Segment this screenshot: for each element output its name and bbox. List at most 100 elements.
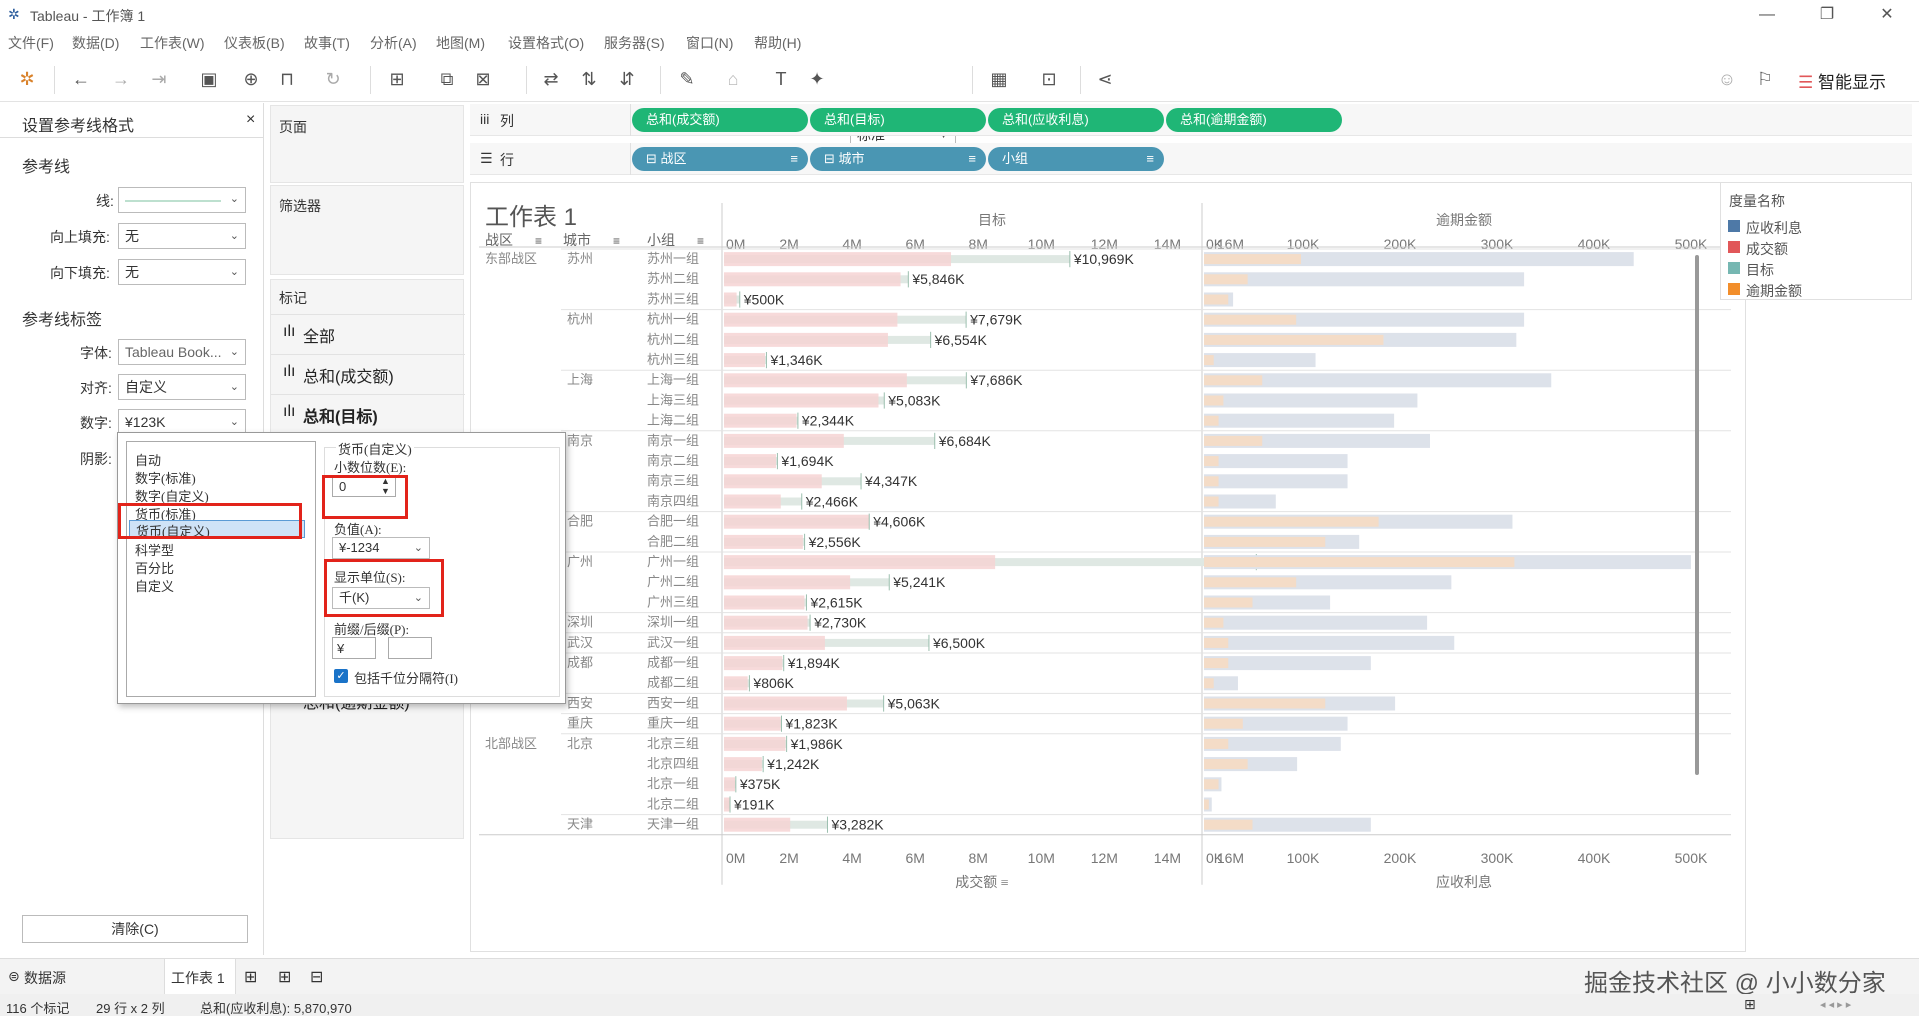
marks-item-deal[interactable]: ılı 总和(成交额)	[271, 354, 465, 394]
menu-format[interactable]: 设置格式(O)	[508, 35, 585, 51]
pill-sum-overdue[interactable]: 总和(逾期金额)	[1166, 108, 1342, 132]
format-option[interactable]: 自动	[135, 453, 162, 468]
filters-card[interactable]: 筛选器	[270, 185, 464, 275]
format-option[interactable]: 科学型	[135, 543, 175, 558]
legend-item-label[interactable]: 逾期金额	[1746, 283, 1802, 299]
city-label: 西安	[567, 695, 593, 710]
menu-file[interactable]: 文件(F)	[8, 35, 54, 51]
pause-update-icon[interactable]: ⊓	[279, 69, 295, 89]
tableau-home-icon[interactable]: ✲	[19, 69, 35, 89]
negative-select[interactable]: ¥-1234 ⌄	[332, 537, 430, 559]
units-select[interactable]: 千(K) ⌄	[332, 587, 430, 609]
restore-icon[interactable]: ❐	[1819, 6, 1835, 23]
legend-item-label[interactable]: 应收利息	[1746, 220, 1802, 236]
bot-icon[interactable]: ☺	[1717, 69, 1737, 89]
sheet-tab[interactable]: 工作表 1	[164, 959, 236, 995]
show-me-button[interactable]: ☰ 智能显示	[1798, 68, 1886, 93]
close-pane-icon[interactable]: ×	[246, 111, 256, 128]
pill-sum-deal[interactable]: 总和(成交额)	[632, 108, 808, 132]
deal-bar	[724, 393, 879, 408]
datasource-tab[interactable]: 数据源	[24, 970, 66, 986]
status-sum: 总和(应收利息): 5,870,970	[200, 1001, 352, 1016]
deal-bar	[724, 292, 737, 307]
duplicate-icon[interactable]: ⧉	[440, 69, 454, 89]
pill-sum-interest[interactable]: 总和(应收利息)	[988, 108, 1164, 132]
stepper-arrows-icon[interactable]: ▲ ▼	[381, 476, 390, 496]
reference-line-label: ¥6,500K	[932, 635, 986, 651]
legend-item-label[interactable]: 目标	[1746, 262, 1774, 278]
clear-sheet-icon[interactable]: ⊠	[475, 69, 491, 89]
deal-bar	[724, 373, 907, 388]
font-select[interactable]: Tableau Book... ⌄	[118, 339, 246, 365]
close-icon[interactable]: ✕	[1880, 6, 1894, 23]
format-option[interactable]: 自定义	[135, 579, 175, 594]
menu-server[interactable]: 服务器(S)	[604, 35, 665, 51]
sort-ascending-icon[interactable]: ⇅	[581, 69, 597, 89]
separator-checkbox[interactable]: ✓	[334, 669, 348, 683]
share-icon[interactable]: ⋖	[1097, 69, 1113, 89]
format-option[interactable]: 数字(自定义)	[135, 489, 209, 504]
prefix-input[interactable]: ¥	[332, 637, 376, 659]
format-option[interactable]: 数字(标准)	[135, 471, 196, 486]
pin-icon[interactable]: ✦	[809, 69, 825, 89]
city-label: 北京	[567, 736, 593, 751]
refresh-icon[interactable]: ↻	[325, 69, 341, 89]
menu-dashboard[interactable]: 仪表板(B)	[224, 35, 285, 51]
new-worksheet-tab-icon[interactable]: ⊞	[244, 969, 258, 986]
presentation-icon[interactable]: ⊡	[1041, 69, 1057, 89]
highlight-icon[interactable]: ✎	[679, 69, 695, 89]
fill-above-select[interactable]: 无 ⌄	[118, 223, 246, 249]
notify-icon[interactable]: ⚐	[1756, 69, 1774, 89]
minimize-icon[interactable]: —	[1759, 6, 1775, 23]
columns-shelf[interactable]: iii 列 总和(成交额) 总和(目标) 总和(应收利息) 总和(逾期金额)	[470, 104, 1912, 136]
new-story-tab-icon[interactable]: ⊟	[310, 969, 324, 986]
menu-analysis[interactable]: 分析(A)	[370, 35, 417, 51]
undo-icon[interactable]: ←	[72, 69, 90, 89]
pill-city[interactable]: ⊟ 城市 ≡	[810, 147, 986, 171]
replay-icon[interactable]: ⇥	[151, 69, 167, 89]
redo-icon[interactable]: →	[112, 69, 130, 89]
menu-story[interactable]: 故事(T)	[304, 35, 350, 51]
left-tick-bottom: 8M	[969, 850, 988, 866]
sort-descending-icon[interactable]: ⇵	[619, 69, 635, 89]
nav-arrows-icon[interactable]: ◂ ◂ ▸ ▸	[1820, 999, 1852, 1011]
menu-data[interactable]: 数据(D)	[72, 35, 120, 51]
deal-bar	[724, 777, 736, 792]
marks-item-target[interactable]: ılı 总和(目标)	[271, 394, 465, 434]
align-select[interactable]: 自定义 ⌄	[118, 374, 246, 400]
format-option[interactable]: 百分比	[135, 561, 175, 576]
line-style-select[interactable]: ⌄	[118, 187, 246, 213]
new-datasource-icon[interactable]: ⊕	[243, 69, 259, 89]
reference-line-label: ¥1,242K	[766, 756, 820, 772]
menu-window[interactable]: 窗口(N)	[686, 35, 734, 51]
pill-sum-target[interactable]: 总和(目标)	[810, 108, 986, 132]
menu-worksheet[interactable]: 工作表(W)	[140, 35, 205, 51]
grid-icon[interactable]: ⊞	[1744, 996, 1756, 1012]
format-option[interactable]: 货币(标准)	[135, 507, 196, 522]
number-select[interactable]: ¥123K ⌄	[118, 409, 246, 435]
marks-item-label: 总和(目标)	[303, 409, 378, 426]
reference-line-label: ¥5,846K	[911, 271, 965, 287]
swap-icon[interactable]: ⇄	[543, 69, 559, 89]
fill-below-select[interactable]: 无 ⌄	[118, 259, 246, 285]
menu-help[interactable]: 帮助(H)	[754, 35, 802, 51]
pill-region[interactable]: ⊟ 战区 ≡	[632, 147, 808, 171]
pill-group[interactable]: 小组 ≡	[988, 147, 1164, 171]
legend-item-label[interactable]: 成交额	[1746, 241, 1788, 257]
menu-map[interactable]: 地图(M)	[436, 35, 485, 51]
labels-icon[interactable]: T	[775, 69, 787, 89]
clear-button[interactable]: 清除(C)	[22, 915, 248, 943]
rows-shelf[interactable]: ☰ 行 ⊟ 战区 ≡ ⊟ 城市 ≡ 小组 ≡	[470, 143, 1912, 175]
marks-item-all[interactable]: ılı 全部	[271, 314, 465, 354]
suffix-input[interactable]	[388, 637, 432, 659]
group-title: 货币(自定义)	[336, 439, 414, 458]
save-icon[interactable]: ▣	[200, 69, 218, 89]
pages-card[interactable]: 页面	[270, 105, 464, 183]
interest-bar	[1204, 454, 1348, 469]
marks-item-label: 总和(成交额)	[303, 369, 394, 386]
new-worksheet-icon[interactable]: ⊞	[389, 69, 405, 89]
group-icon[interactable]: ⌂	[727, 69, 739, 89]
show-cards-icon[interactable]: ▦	[990, 69, 1008, 89]
new-dashboard-tab-icon[interactable]: ⊞	[278, 969, 292, 986]
columns-label: 列	[500, 113, 514, 129]
